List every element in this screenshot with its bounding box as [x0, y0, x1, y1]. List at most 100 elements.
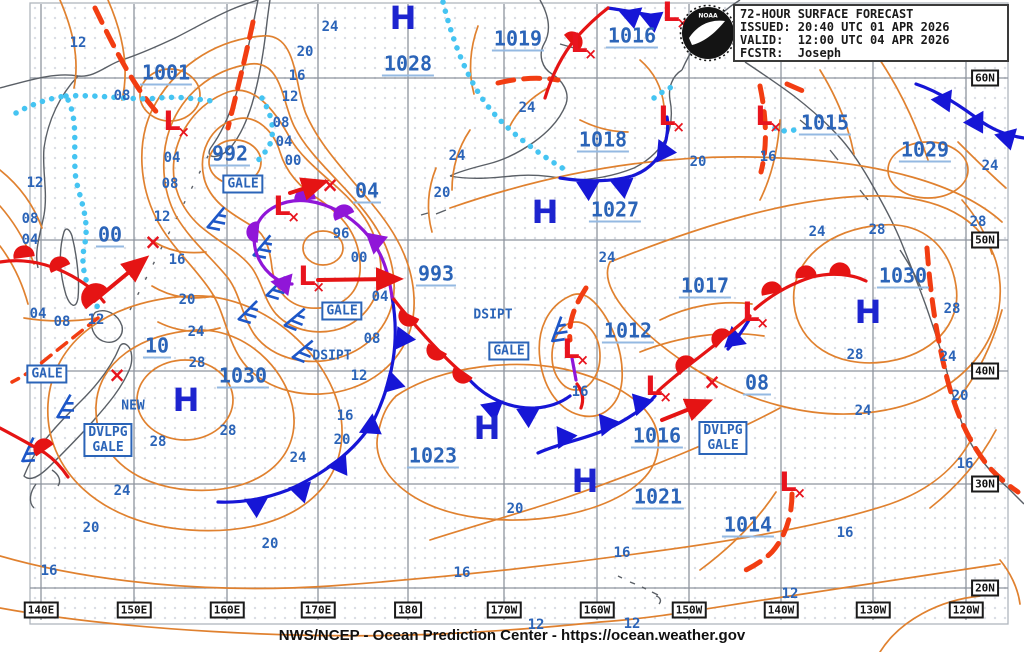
isobar-label: 20 [296, 44, 314, 60]
pressure-center-label: 04 [352, 178, 382, 204]
low-x-mark: × [584, 45, 597, 63]
pressure-center-label: 1028 [381, 51, 435, 77]
isobar-label: 24 [939, 349, 957, 365]
latitude-label: 20N [971, 579, 999, 597]
forecast-header-box: 72-HOUR SURFACE FORECAST ISSUED: 20:40 U… [733, 4, 1009, 62]
isobar-label: 24 [981, 158, 999, 174]
warning-box: DVLPG GALE [698, 421, 748, 455]
pressure-center-label: 1017 [678, 273, 732, 299]
warning-box: DVLPG GALE [83, 423, 133, 457]
latitude-label: 60N [971, 69, 999, 87]
low-symbol: L × [163, 108, 190, 141]
isobar-label: 04 [21, 232, 39, 248]
isobar-label: 16 [40, 563, 58, 579]
pressure-center-label: 1029 [898, 137, 952, 163]
isobar-label: 20 [433, 185, 451, 201]
isobar-label: 28 [188, 355, 206, 371]
low-symbol: L × [658, 103, 685, 136]
isobar-label: 24 [808, 224, 826, 240]
low-x-mark: × [793, 484, 806, 502]
isobar-label: 12 [153, 209, 171, 225]
isobar-label: 28 [219, 423, 237, 439]
isobar-label: 28 [846, 347, 864, 363]
forecast-position-x: × [144, 230, 162, 254]
ice-edge-lines [13, 0, 805, 311]
high-symbol: H [531, 193, 559, 231]
latitude-label: 50N [971, 231, 999, 249]
isobar-label: 16 [168, 252, 186, 268]
isobar-label: 08 [161, 176, 179, 192]
pressure-center-label: 1030 [216, 363, 270, 389]
low-symbol: L × [662, 0, 689, 32]
warning-box: GALE [321, 301, 363, 321]
latitude-label: 40N [971, 362, 999, 380]
isobar-label: 12 [781, 586, 799, 602]
warning-box: GALE [488, 341, 530, 361]
isobar-label: 16 [759, 149, 777, 165]
longitude-label: 140W [763, 601, 799, 619]
low-x-mark: × [672, 118, 685, 136]
isobar-label: 08 [21, 211, 39, 227]
isobar-label: 08 [53, 314, 71, 330]
isobar-label: 16 [571, 384, 589, 400]
isobar-label: 12 [281, 89, 299, 105]
isobar-label: 20 [689, 154, 707, 170]
isobar-label: 08 [113, 88, 131, 104]
high-symbol: H [854, 293, 882, 331]
isobar-label: 28 [868, 222, 886, 238]
movement-arrows [92, 177, 714, 422]
low-symbol: L × [298, 263, 325, 296]
warm-fronts [0, 6, 868, 479]
longitude-label: 150W [671, 601, 707, 619]
low-x-mark: × [576, 351, 589, 369]
isobar-label: 12 [87, 312, 105, 328]
pressure-center-label: 1001 [139, 60, 193, 86]
pressure-center-label: 993 [415, 261, 457, 287]
isobar-label: 04 [29, 306, 47, 322]
forecast-valid: VALID: 12:00 UTC 04 APR 2026 [740, 33, 950, 47]
longitude-label: 150E [116, 601, 152, 619]
isobar-label: 16 [836, 525, 854, 541]
forecast-title: 72-HOUR SURFACE FORECAST [740, 7, 914, 21]
coastlines [0, 0, 1024, 605]
isobar-label: 12 [26, 175, 44, 191]
low-symbol: L × [755, 103, 782, 136]
longitude-label: 120W [948, 601, 984, 619]
isobar-label: 96 [332, 226, 350, 242]
isobar-label: 20 [951, 388, 969, 404]
low-x-mark: × [312, 278, 325, 296]
isobar-label: 16 [453, 565, 471, 581]
isobar-label: 24 [448, 148, 466, 164]
high-symbol: H [172, 381, 200, 419]
isobar-label: 16 [288, 68, 306, 84]
isobar-label: 12 [527, 617, 545, 633]
trough-lines [10, 5, 1021, 574]
isobar-label: 28 [943, 301, 961, 317]
longitude-label: 140E [23, 601, 59, 619]
longitude-label: 170W [486, 601, 522, 619]
cold-fronts [216, 6, 1024, 517]
annotation-text: DSIPT [473, 307, 513, 323]
isobar-label: 24 [289, 450, 307, 466]
low-symbol: L × [645, 373, 672, 406]
annotation-text: DSIPT [312, 348, 352, 364]
longitude-label: 180 [394, 601, 422, 619]
longitude-label: 130W [855, 601, 891, 619]
low-symbol: L × [562, 336, 589, 369]
high-symbol: H [571, 462, 599, 500]
isobar-label: 12 [623, 616, 641, 632]
isobar-label: 24 [321, 19, 339, 35]
isobar-label: 20 [82, 520, 100, 536]
isobar-label: 28 [149, 434, 167, 450]
low-symbol: L × [779, 469, 806, 502]
isobar-label: 20 [506, 501, 524, 517]
warning-box: GALE [26, 364, 68, 384]
isobar-label: 04 [371, 289, 389, 305]
longitude-label: 160W [579, 601, 615, 619]
low-x-mark: × [756, 314, 769, 332]
low-x-mark: × [287, 208, 300, 226]
pressure-center-label: 1015 [798, 110, 852, 136]
pressure-center-label: 1019 [491, 26, 545, 52]
